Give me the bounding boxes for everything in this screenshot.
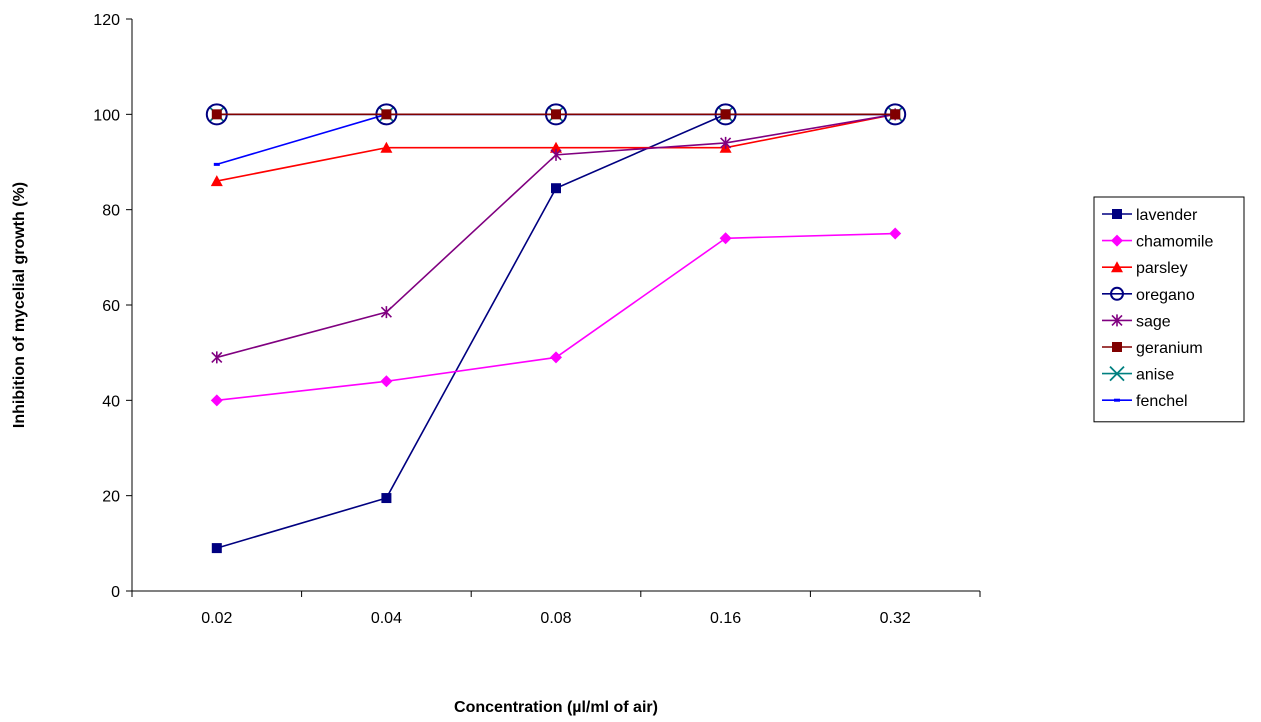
x-axis-title: Concentration (µl/ml of air) <box>454 699 658 716</box>
legend-marker <box>1111 261 1123 273</box>
y-tick-label: 80 <box>102 203 120 220</box>
legend-box <box>1093 196 1245 423</box>
legend-label: anise <box>1136 367 1174 384</box>
data-point-lavender <box>211 543 222 554</box>
legend-marker <box>1111 234 1123 247</box>
data-point-geranium <box>890 109 901 120</box>
data-point-chamomile <box>380 375 393 388</box>
legend-marker <box>1114 398 1120 402</box>
data-point-chamomile <box>210 394 223 407</box>
x-tick-label: 0.08 <box>540 610 571 627</box>
legend-label: geranium <box>1136 340 1203 357</box>
data-point-sage <box>720 136 732 149</box>
data-point-chamomile <box>550 351 562 364</box>
data-point-lavender <box>551 183 561 194</box>
legend-label: fenchel <box>1136 393 1188 410</box>
legend-marker <box>1110 286 1124 301</box>
x-tick-label: 0.32 <box>880 610 911 627</box>
data-point-chamomile <box>719 232 732 245</box>
x-tick-label: 0.16 <box>710 610 741 627</box>
y-tick-label: 40 <box>102 393 120 410</box>
data-point-lavender <box>381 493 392 504</box>
series-layer <box>205 103 907 554</box>
data-point-geranium <box>211 109 222 120</box>
legend-item-sage: sage <box>1102 313 1171 330</box>
series-geranium <box>211 109 901 120</box>
y-tick-label: 20 <box>102 489 120 506</box>
legend-label: parsley <box>1136 260 1188 277</box>
series-line-chamomile <box>216 232 896 402</box>
data-point-chamomile <box>889 227 902 240</box>
data-point-geranium <box>551 109 561 120</box>
x-tick-label: 0.02 <box>201 610 232 627</box>
data-point-sage <box>211 351 223 364</box>
data-point-parsley <box>380 141 393 153</box>
legend-item-fenchel: fenchel <box>1102 393 1188 410</box>
legend: lavender chamomile parsley oregano sage geran… <box>1093 196 1245 423</box>
y-tick-label: 120 <box>93 12 120 29</box>
data-point-parsley <box>210 175 223 187</box>
legend-item-chamomile: chamomile <box>1102 234 1213 251</box>
data-point-parsley <box>550 141 562 153</box>
data-point-sage <box>550 148 562 161</box>
legend-item-parsley: parsley <box>1102 260 1188 277</box>
series-chamomile <box>210 227 902 407</box>
legend-marker <box>1112 342 1122 352</box>
legend-label: chamomile <box>1136 234 1213 251</box>
data-point-fenchel <box>213 162 220 166</box>
legend-item-geranium: geranium <box>1102 340 1203 357</box>
legend-item-lavender: lavender <box>1102 207 1198 224</box>
series-parsley <box>210 108 902 187</box>
legend-marker <box>1109 365 1125 382</box>
x-ticks: 0.02 0.04 0.08 0.16 0.32 <box>131 591 981 627</box>
y-tick-label: 0 <box>111 584 120 601</box>
legend-marker <box>1112 209 1122 219</box>
y-ticks: 0 20 40 60 80 100 120 <box>93 12 132 601</box>
legend-label: lavender <box>1136 207 1198 224</box>
data-point-geranium <box>381 109 392 120</box>
legend-marker <box>1111 314 1123 327</box>
y-tick-label: 60 <box>102 298 120 315</box>
legend-label: sage <box>1136 313 1171 330</box>
legend-label: oregano <box>1136 287 1195 304</box>
x-tick-label: 0.04 <box>371 610 402 627</box>
legend-item-oregano: oregano <box>1102 286 1195 304</box>
series-line-lavender <box>216 113 896 549</box>
legend-item-anise: anise <box>1102 365 1174 384</box>
y-tick-label: 100 <box>93 107 120 124</box>
data-point-geranium <box>720 109 731 120</box>
y-axis-title: Inhibition of mycelial growth (%) <box>11 182 28 428</box>
data-point-sage <box>380 306 392 319</box>
